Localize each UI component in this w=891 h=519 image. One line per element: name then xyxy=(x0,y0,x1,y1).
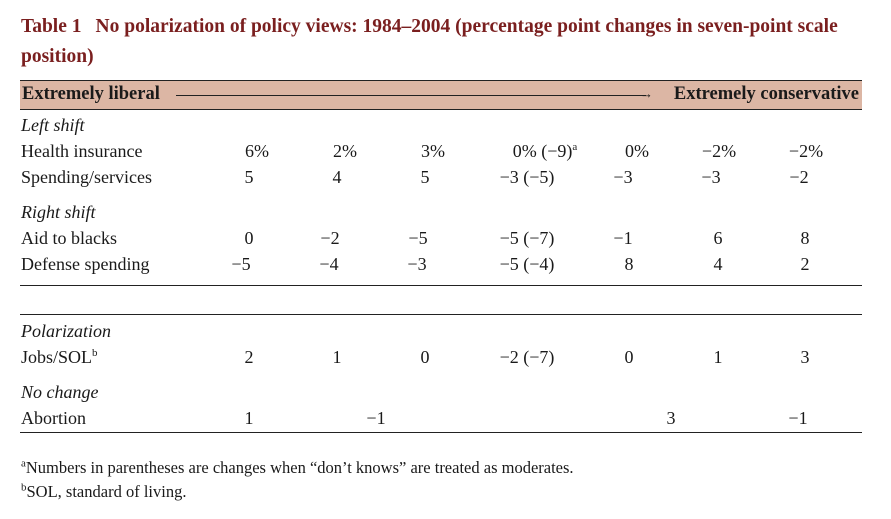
row-label-health-insurance: Health insurance xyxy=(21,141,143,161)
footnote-text: SOL, standard of living. xyxy=(26,482,187,501)
table-cell: 6% xyxy=(245,141,269,161)
table-cell: 3 xyxy=(666,408,676,428)
table-cell: −4 xyxy=(319,254,339,274)
table-cell: −1 xyxy=(613,228,633,248)
table-cell: 2 xyxy=(244,347,254,367)
footnote-b: bSOL, standard of living. xyxy=(21,482,186,502)
table-cell: 8 xyxy=(800,228,810,248)
table-cell: 1 xyxy=(332,347,342,367)
table-cell: 2% xyxy=(333,141,357,161)
table-bottom-rule xyxy=(20,432,862,433)
table-cell: −2% xyxy=(701,141,737,161)
table-cell: 0 xyxy=(624,347,634,367)
table-cell: 2 xyxy=(800,254,810,274)
scale-arrow-line xyxy=(176,95,646,96)
table-cell: −2 (−7) xyxy=(499,347,555,367)
table-cell: 8 xyxy=(624,254,634,274)
footnote-mark: a xyxy=(21,457,26,470)
table-cell: −5 xyxy=(231,254,251,274)
arrow-right-icon: → xyxy=(640,86,653,101)
table-cell: −1 xyxy=(788,408,808,428)
footnote-a-marker: a xyxy=(572,141,578,153)
section-rule xyxy=(20,314,862,315)
table-caption: No polarization of policy views: 1984–20… xyxy=(21,16,838,67)
section-rule xyxy=(20,285,862,286)
table-cell: 1 xyxy=(713,347,723,367)
table-cell: −1 xyxy=(366,408,386,428)
table-cell: −5 (−7) xyxy=(499,228,555,248)
table-cell-value: 0% (−9) xyxy=(512,141,573,161)
row-label-text: Jobs/SOL xyxy=(21,347,93,367)
footnote-mark: b xyxy=(21,481,27,494)
table-cell: 6 xyxy=(713,228,723,248)
row-label-aid-to-blacks: Aid to blacks xyxy=(21,228,117,248)
row-label-jobs-sol: Jobs/SOLb xyxy=(21,346,98,368)
section-heading-left-shift: Left shift xyxy=(21,115,85,135)
row-label-spending-services: Spending/services xyxy=(21,167,152,187)
table-cell: −3 (−5) xyxy=(499,167,555,187)
table-cell: −5 xyxy=(408,228,428,248)
table-cell: −3 xyxy=(407,254,427,274)
section-heading-no-change: No change xyxy=(21,382,99,402)
footnote-b-marker: b xyxy=(92,347,98,359)
table-cell: 0% (−9)a xyxy=(513,140,578,162)
table-cell: 0 xyxy=(244,228,254,248)
table-cell: −2 xyxy=(320,228,340,248)
row-label-defense-spending: Defense spending xyxy=(21,254,150,274)
scale-header: Extremely liberal → Extremely conservati… xyxy=(20,80,862,110)
section-heading-polarization: Polarization xyxy=(21,321,112,341)
scale-left-label: Extremely liberal xyxy=(22,84,160,104)
footnote-a: aNumbers in parentheses are changes when… xyxy=(21,458,574,478)
table-cell: −2 xyxy=(789,167,809,187)
table-cell: 4 xyxy=(713,254,723,274)
table-title: Table 1 No polarization of policy views: … xyxy=(21,12,871,72)
table-cell: 3% xyxy=(421,141,445,161)
table-cell: 0% xyxy=(625,141,649,161)
footnote-text: Numbers in parentheses are changes when … xyxy=(25,458,574,477)
table-cell: 3 xyxy=(800,347,810,367)
table-cell: 5 xyxy=(244,167,254,187)
table-cell: 5 xyxy=(420,167,430,187)
table-cell: 0 xyxy=(420,347,430,367)
table-cell: −5 (−4) xyxy=(499,254,555,274)
table-cell: −2% xyxy=(788,141,824,161)
table-label: Table 1 xyxy=(21,16,82,37)
table-cell: 1 xyxy=(244,408,254,428)
table-cell: −3 xyxy=(701,167,721,187)
scale-right-label: Extremely conservative xyxy=(673,84,859,104)
table-cell: 4 xyxy=(332,167,342,187)
section-heading-right-shift: Right shift xyxy=(21,202,96,222)
row-label-abortion: Abortion xyxy=(21,408,86,428)
table-cell: −3 xyxy=(613,167,633,187)
